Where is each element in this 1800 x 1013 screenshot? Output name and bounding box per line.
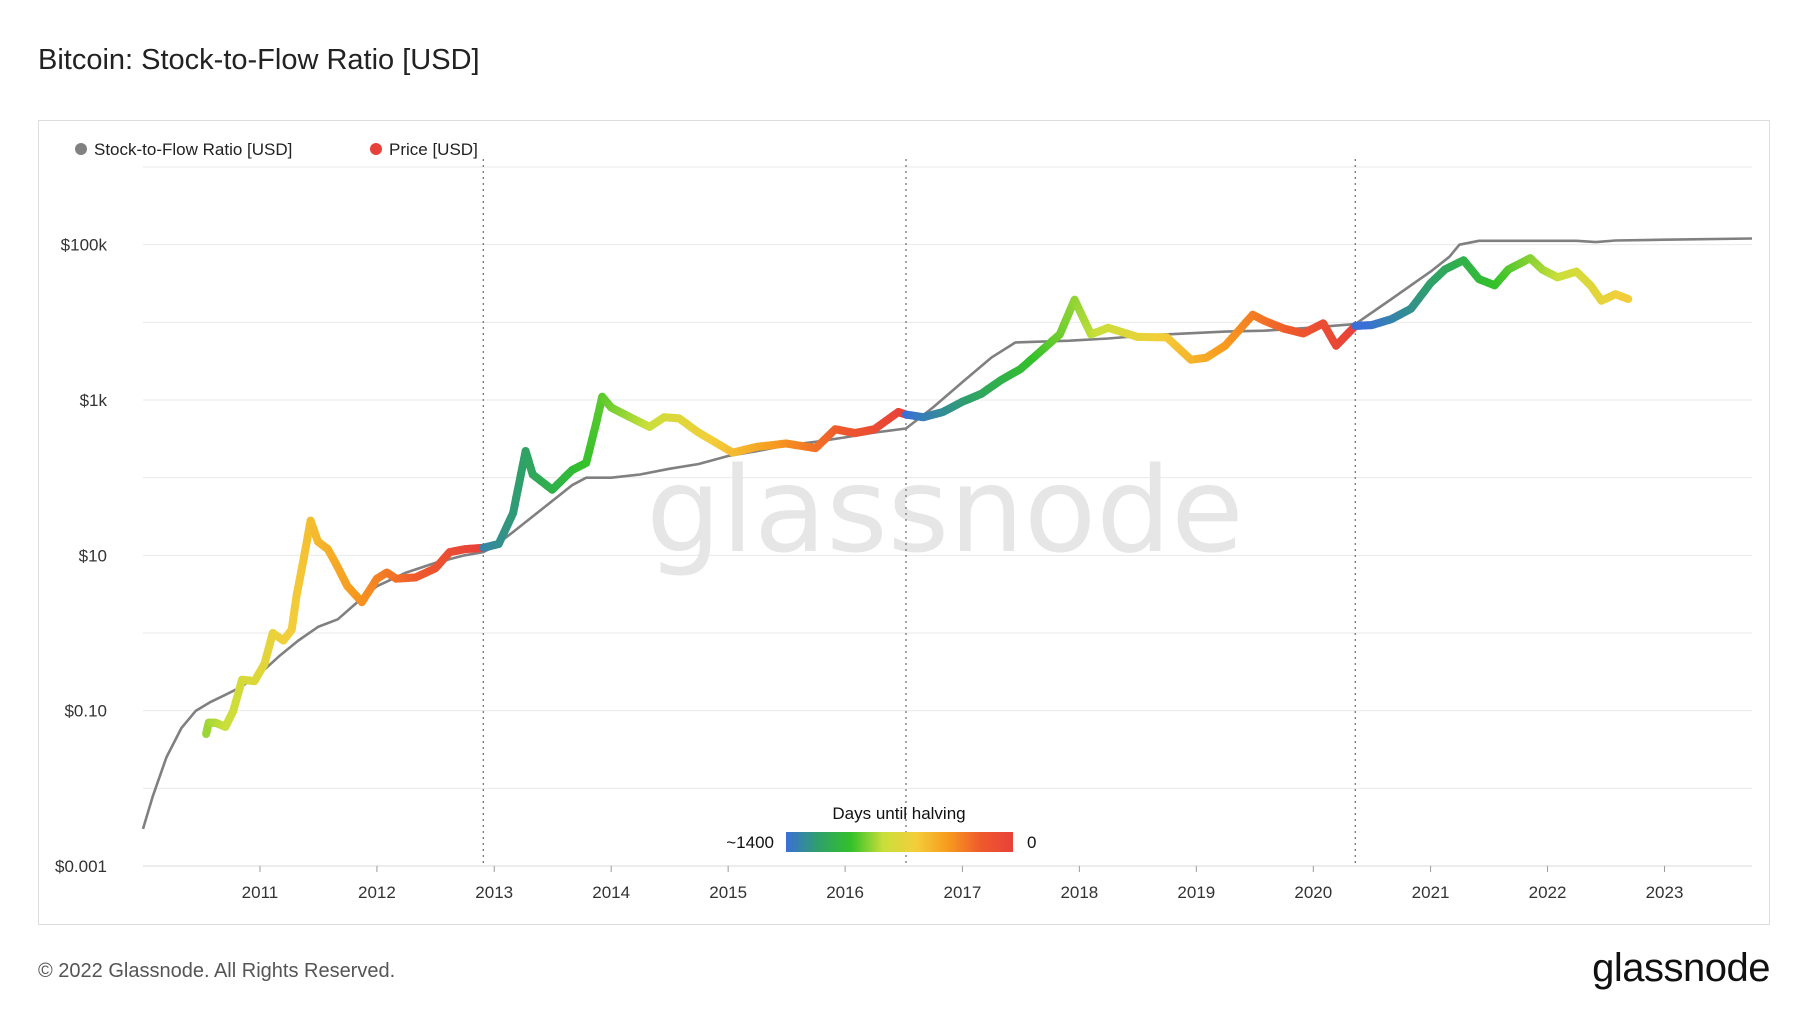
colorbar: Days until halving ~1400 0 xyxy=(726,804,1036,852)
colorbar-min-label: ~1400 xyxy=(726,833,774,852)
page-title: Bitcoin: Stock-to-Flow Ratio [USD] xyxy=(38,44,480,76)
colorbar-title: Days until halving xyxy=(832,804,965,823)
x-tick-label: 2017 xyxy=(943,883,981,902)
colorbar-gradient xyxy=(786,832,1013,852)
brand-logo[interactable]: glassnode xyxy=(1592,946,1770,990)
x-tick-label: 2016 xyxy=(826,883,864,902)
x-tick-label: 2023 xyxy=(1646,883,1684,902)
axis-layer: $0.001 $0.10 $10 $1k $100k 2011 2012 2013 2014 20… xyxy=(55,236,1683,902)
legend-label-stock-to-flow: Stock-to-Flow Ratio [USD] xyxy=(94,140,292,159)
x-tick-label: 2018 xyxy=(1060,883,1098,902)
x-tick-label: 2013 xyxy=(475,883,513,902)
x-tick-label: 2019 xyxy=(1177,883,1215,902)
legend-marker-price xyxy=(370,143,382,155)
stock-to-flow-line xyxy=(141,237,1753,830)
x-tick-label: 2011 xyxy=(242,883,279,902)
chart-frame: glassnode $0.001 $0.10 $10 $1k $100k 2011 2012… xyxy=(38,120,1770,925)
x-tick-label: 2021 xyxy=(1412,883,1450,902)
chart: glassnode $0.001 $0.10 $10 $1k $100k 2011 2012… xyxy=(55,140,1753,902)
x-tick-label: 2014 xyxy=(592,883,630,902)
series-layer xyxy=(141,237,1753,830)
colorbar-max-label: 0 xyxy=(1027,833,1036,852)
x-tick-label: 2022 xyxy=(1529,883,1567,902)
y-tick-label: $100k xyxy=(61,236,108,255)
watermark: glassnode xyxy=(646,441,1243,579)
y-tick-label: $0.10 xyxy=(64,702,107,721)
x-tick-label: 2020 xyxy=(1294,883,1332,902)
y-tick-label: $0.001 xyxy=(55,857,107,876)
x-tick-label: 2012 xyxy=(358,883,396,902)
x-tick-label: 2015 xyxy=(709,883,747,902)
grid-layer xyxy=(143,166,1752,867)
copyright-text: © 2022 Glassnode. All Rights Reserved. xyxy=(38,960,396,982)
legend: Stock-to-Flow Ratio [USD] Price [USD] xyxy=(75,140,478,159)
y-tick-label: $10 xyxy=(79,546,107,565)
y-tick-label: $1k xyxy=(80,391,108,410)
legend-label-price: Price [USD] xyxy=(389,140,478,159)
legend-marker-stock-to-flow xyxy=(75,143,87,155)
price-segment xyxy=(1622,294,1633,303)
halving-layer xyxy=(482,159,1356,866)
